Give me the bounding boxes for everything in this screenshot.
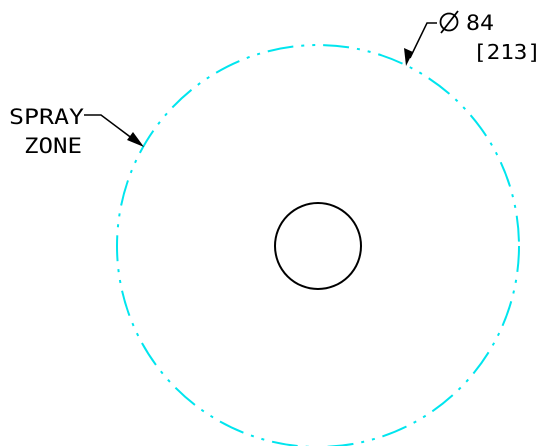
spray-zone-leader [84, 114, 144, 147]
arrowhead-icon [404, 48, 413, 66]
diameter-symbol-icon [439, 10, 459, 34]
spray-zone-circle [116, 44, 520, 446]
spray-zone-label-line2: ZONE [24, 134, 82, 158]
spray-zone-label-line1: SPRAY [9, 105, 84, 129]
arrowhead-icon [127, 132, 144, 147]
diameter-value: 84 [466, 11, 494, 35]
center-circle [274, 202, 362, 290]
diameter-leader [404, 22, 437, 66]
diameter-metric-value: [213] [473, 40, 541, 64]
